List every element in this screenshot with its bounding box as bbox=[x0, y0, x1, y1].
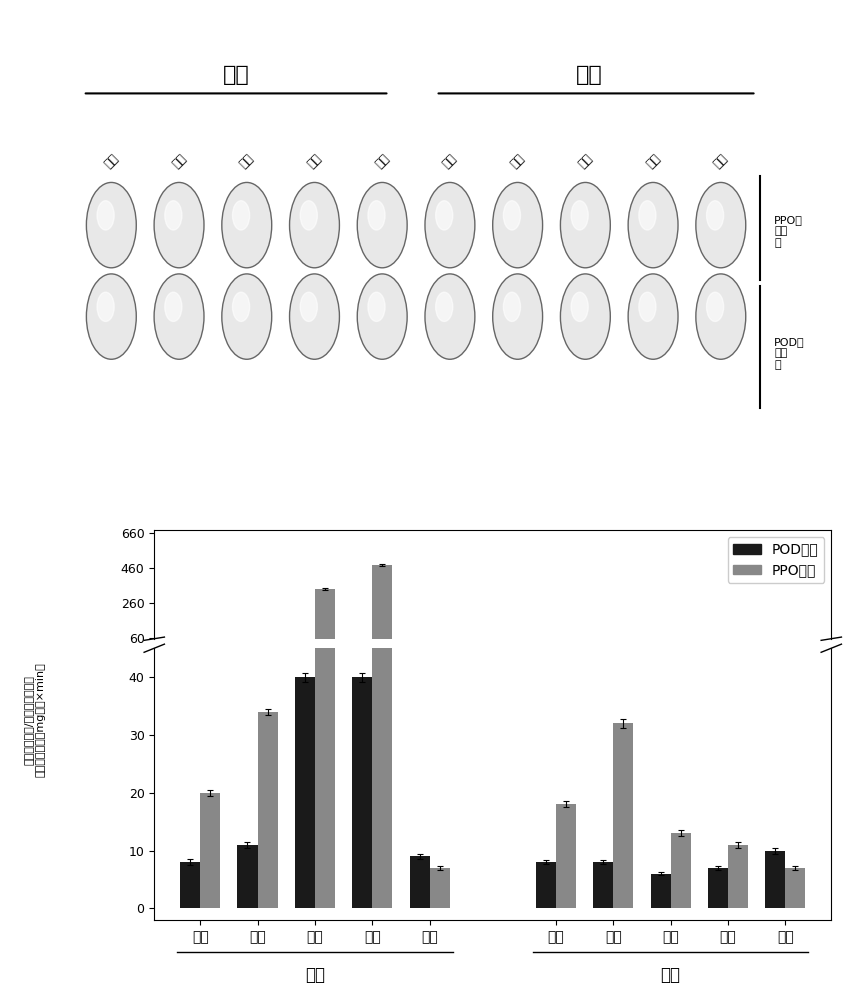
Bar bbox=[352, 677, 372, 908]
Bar bbox=[671, 646, 691, 648]
Bar bbox=[593, 862, 614, 908]
Bar bbox=[180, 862, 201, 908]
Text: 干燥: 干燥 bbox=[711, 151, 730, 170]
Bar bbox=[295, 641, 315, 648]
Bar bbox=[708, 868, 728, 908]
Bar bbox=[785, 868, 806, 908]
Circle shape bbox=[232, 201, 249, 230]
Text: 摊放: 摊放 bbox=[508, 151, 527, 170]
Circle shape bbox=[357, 274, 407, 359]
Circle shape bbox=[560, 274, 610, 359]
Bar bbox=[429, 868, 450, 908]
Bar bbox=[352, 641, 372, 648]
Legend: POD活性, PPO活性: POD活性, PPO活性 bbox=[728, 537, 824, 583]
Circle shape bbox=[638, 292, 656, 321]
Circle shape bbox=[425, 182, 475, 268]
Text: 萎凋: 萎凋 bbox=[170, 151, 189, 170]
Circle shape bbox=[165, 292, 182, 321]
Bar bbox=[708, 647, 728, 648]
Circle shape bbox=[165, 201, 182, 230]
Circle shape bbox=[300, 201, 317, 230]
Circle shape bbox=[290, 274, 339, 359]
Circle shape bbox=[425, 274, 475, 359]
Bar bbox=[180, 647, 201, 648]
Text: 红茶: 红茶 bbox=[223, 65, 249, 85]
Text: 揉捻: 揉捻 bbox=[644, 151, 662, 170]
Bar bbox=[671, 833, 691, 908]
Text: PPO活
性测
定: PPO活 性测 定 bbox=[774, 215, 803, 248]
Circle shape bbox=[696, 182, 746, 268]
Text: 揉捻: 揉捻 bbox=[237, 151, 256, 170]
Circle shape bbox=[560, 182, 610, 268]
Bar bbox=[728, 845, 748, 908]
Bar bbox=[315, 589, 335, 648]
Circle shape bbox=[571, 292, 588, 321]
Bar bbox=[410, 856, 429, 908]
Bar bbox=[237, 845, 258, 908]
Circle shape bbox=[638, 201, 656, 230]
Circle shape bbox=[628, 274, 678, 359]
Text: 绿茶: 绿茶 bbox=[576, 65, 602, 85]
Circle shape bbox=[368, 292, 385, 321]
Circle shape bbox=[628, 182, 678, 268]
Circle shape bbox=[87, 274, 136, 359]
Circle shape bbox=[222, 274, 272, 359]
Text: 多酚氧化酶活/过氧化物酶酶活
吸光度差值／（mg蛋白×min）: 多酚氧化酶活/过氧化物酶酶活 吸光度差值／（mg蛋白×min） bbox=[23, 663, 45, 777]
Bar bbox=[429, 647, 450, 648]
Text: 红茶: 红茶 bbox=[305, 966, 325, 984]
Circle shape bbox=[696, 274, 746, 359]
Circle shape bbox=[493, 274, 542, 359]
Bar bbox=[785, 647, 806, 648]
Circle shape bbox=[290, 182, 339, 268]
Bar bbox=[728, 646, 748, 648]
Text: 干燥: 干燥 bbox=[373, 151, 392, 170]
Text: 发酵: 发酵 bbox=[305, 151, 324, 170]
Bar bbox=[201, 793, 220, 908]
Bar bbox=[593, 647, 614, 648]
Circle shape bbox=[357, 182, 407, 268]
Circle shape bbox=[706, 292, 723, 321]
Circle shape bbox=[232, 292, 249, 321]
Circle shape bbox=[368, 201, 385, 230]
Bar bbox=[614, 723, 633, 908]
Text: POD活
性测
定: POD活 性测 定 bbox=[774, 337, 805, 370]
Circle shape bbox=[571, 201, 588, 230]
Circle shape bbox=[87, 182, 136, 268]
Bar bbox=[650, 647, 671, 648]
Bar bbox=[315, 0, 335, 908]
Bar bbox=[556, 645, 576, 648]
Circle shape bbox=[435, 201, 452, 230]
Bar bbox=[556, 804, 576, 908]
Bar bbox=[201, 645, 220, 648]
Bar bbox=[650, 874, 671, 908]
Bar bbox=[258, 642, 278, 648]
Text: 杀青: 杀青 bbox=[576, 151, 595, 170]
Bar bbox=[765, 851, 785, 908]
Circle shape bbox=[222, 182, 272, 268]
Circle shape bbox=[503, 201, 520, 230]
Bar bbox=[372, 565, 393, 648]
Bar bbox=[237, 646, 258, 648]
Circle shape bbox=[300, 292, 317, 321]
Bar bbox=[372, 0, 393, 908]
Bar bbox=[295, 677, 315, 908]
Text: 鲜叶: 鲜叶 bbox=[440, 151, 459, 170]
Circle shape bbox=[503, 292, 520, 321]
Bar bbox=[536, 647, 556, 648]
Bar bbox=[410, 647, 429, 648]
Text: 鲜叶: 鲜叶 bbox=[102, 151, 121, 170]
Circle shape bbox=[154, 182, 204, 268]
Circle shape bbox=[97, 292, 114, 321]
Circle shape bbox=[154, 274, 204, 359]
Circle shape bbox=[97, 201, 114, 230]
Circle shape bbox=[493, 182, 542, 268]
Text: 绿茶: 绿茶 bbox=[661, 966, 680, 984]
Circle shape bbox=[435, 292, 452, 321]
Bar bbox=[536, 862, 556, 908]
Bar bbox=[765, 647, 785, 648]
Circle shape bbox=[706, 201, 723, 230]
Bar bbox=[258, 712, 278, 908]
Bar bbox=[614, 643, 633, 648]
